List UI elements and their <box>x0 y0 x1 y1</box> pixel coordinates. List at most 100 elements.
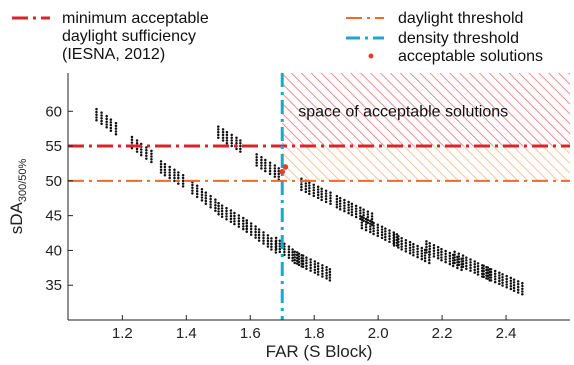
x-tick-label: 2.4 <box>496 325 517 342</box>
data-point <box>395 233 399 236</box>
data-point <box>287 253 291 257</box>
data-point <box>509 276 513 280</box>
data-point <box>229 214 233 218</box>
data-point <box>204 194 208 197</box>
data-point <box>214 198 217 201</box>
data-point <box>512 283 516 287</box>
data-point <box>384 235 387 239</box>
data-point <box>425 248 428 251</box>
data-point <box>305 259 308 262</box>
data-point <box>135 142 139 145</box>
data-point <box>397 246 400 249</box>
data-point <box>329 191 332 194</box>
data-point <box>191 189 194 192</box>
data-point <box>392 244 396 247</box>
data-point <box>262 231 265 234</box>
data-point <box>420 249 424 252</box>
data-point <box>516 282 520 286</box>
data-point <box>359 209 362 212</box>
data-point <box>498 279 501 283</box>
data-point <box>453 250 456 254</box>
data-point <box>416 253 419 256</box>
data-point <box>221 136 225 139</box>
data-point <box>456 266 459 270</box>
data-point <box>461 265 465 269</box>
data-point <box>191 186 194 190</box>
data-point <box>404 238 408 242</box>
data-point <box>177 182 180 185</box>
data-point <box>191 192 194 195</box>
data-point <box>274 251 278 254</box>
data-point <box>486 277 490 280</box>
data-point <box>139 153 143 157</box>
data-point <box>425 251 428 254</box>
data-point <box>313 268 317 272</box>
data-point <box>423 259 427 263</box>
data-point <box>482 270 485 273</box>
data-point <box>100 119 103 123</box>
legend-label-minimum-2: daylight sufficiency <box>62 28 196 45</box>
data-point <box>254 228 257 231</box>
data-point <box>444 249 447 253</box>
data-point <box>100 111 103 114</box>
data-point <box>229 212 233 215</box>
data-point <box>476 270 480 274</box>
data-point <box>245 224 249 228</box>
data-point <box>384 238 387 241</box>
data-point <box>354 204 358 208</box>
data-point <box>457 258 461 261</box>
data-point <box>225 139 229 142</box>
data-point <box>360 218 364 222</box>
data-point <box>195 187 199 190</box>
data-point <box>400 245 403 248</box>
data-point <box>370 217 374 221</box>
data-point <box>217 210 220 213</box>
data-point <box>217 133 220 137</box>
data-point <box>388 237 391 241</box>
data-point <box>273 167 277 170</box>
data-point <box>239 144 242 148</box>
data-point <box>428 247 431 251</box>
data-point <box>469 269 472 272</box>
data-point <box>343 204 346 207</box>
acceptable-point <box>282 164 289 170</box>
data-point <box>408 246 412 249</box>
data-point <box>347 206 350 209</box>
data-point <box>109 123 113 127</box>
data-point <box>347 203 350 206</box>
data-point <box>408 249 412 252</box>
data-point <box>168 174 171 177</box>
data-point <box>135 139 139 142</box>
data-point <box>388 234 391 238</box>
data-point <box>217 201 220 205</box>
data-point <box>489 273 493 277</box>
data-point <box>249 230 253 234</box>
data-point <box>416 255 419 259</box>
y-tick-label: 35 <box>45 277 62 294</box>
data-point <box>420 246 424 250</box>
data-point <box>316 273 320 276</box>
data-point <box>380 236 384 240</box>
data-point <box>369 225 372 228</box>
data-point <box>521 287 524 290</box>
y-tick-label: 40 <box>45 242 62 259</box>
data-point <box>225 209 228 213</box>
data-point <box>204 202 208 206</box>
axes: 1.2 1.4 1.6 1.8 2.0 2.2 2.4 35 40 45 50 55 60 <box>45 73 570 342</box>
data-point <box>225 142 229 145</box>
data-point <box>266 239 270 243</box>
data-point <box>273 169 277 173</box>
data-point <box>489 276 493 279</box>
data-point <box>329 196 332 200</box>
data-point <box>257 228 261 231</box>
acceptable-points <box>279 164 289 175</box>
data-point <box>444 252 447 256</box>
data-point <box>233 214 236 218</box>
data-point <box>428 242 431 245</box>
data-point <box>440 250 443 254</box>
data-point <box>473 268 476 272</box>
data-point <box>225 130 229 134</box>
data-point <box>329 194 332 197</box>
data-point <box>237 222 241 226</box>
data-point <box>195 192 199 196</box>
